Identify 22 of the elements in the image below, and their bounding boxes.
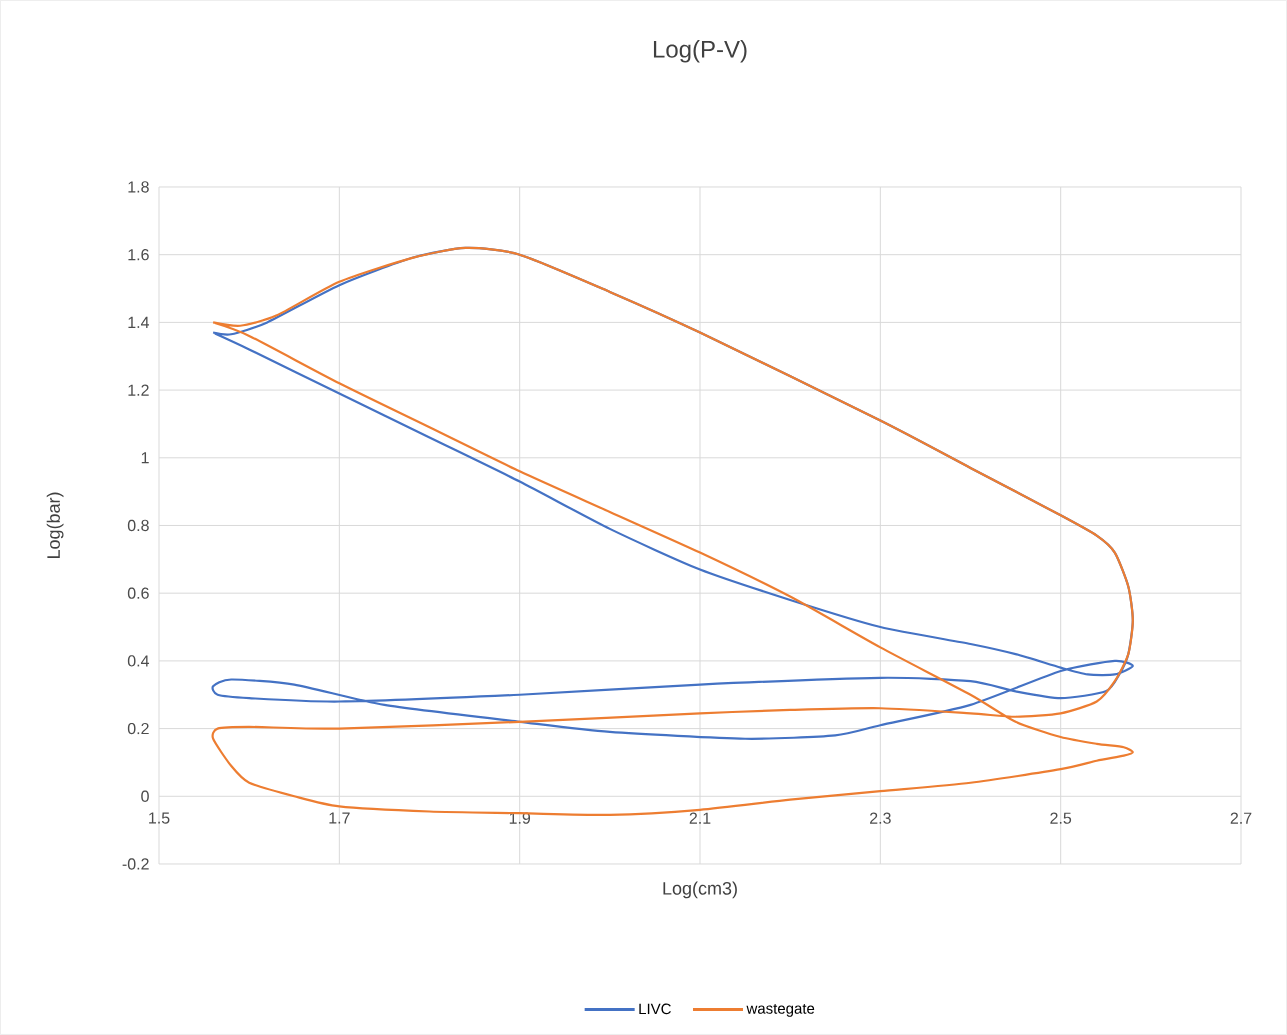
x-tick-label: 1.5 — [149, 812, 170, 824]
x-tick-label: 2.3 — [870, 812, 891, 824]
legend-label: LIVC — [639, 1003, 671, 1015]
y-tick-label: 0.2 — [127, 722, 149, 735]
y-tick-label: 0.8 — [127, 519, 149, 532]
y-tick-label: 1.4 — [128, 316, 150, 328]
legend-label: wastegate — [746, 1003, 815, 1017]
x-tick-label: 2.7 — [1230, 812, 1252, 824]
y-tick-label: 1.8 — [128, 181, 149, 193]
x-tick-label: 1.7 — [329, 812, 350, 824]
y-tick-label: 1 — [141, 452, 149, 464]
y-tick-label: 0 — [141, 790, 149, 802]
x-axis-title: Log(cm3) — [663, 881, 737, 899]
x-tick-label: 2.5 — [1050, 812, 1072, 824]
y-tick-label: 1.2 — [128, 384, 149, 396]
y-tick-label: 1.6 — [128, 249, 149, 261]
y-tick-label: -0.2 — [122, 858, 149, 870]
y-tick-label: 0.6 — [127, 587, 149, 599]
y-tick-label: 0.4 — [127, 655, 150, 667]
x-tick-label: 2.1 — [689, 812, 711, 824]
chart-title: Log(P-V) — [653, 40, 747, 63]
y-axis-title: Log(bar) — [46, 492, 64, 559]
